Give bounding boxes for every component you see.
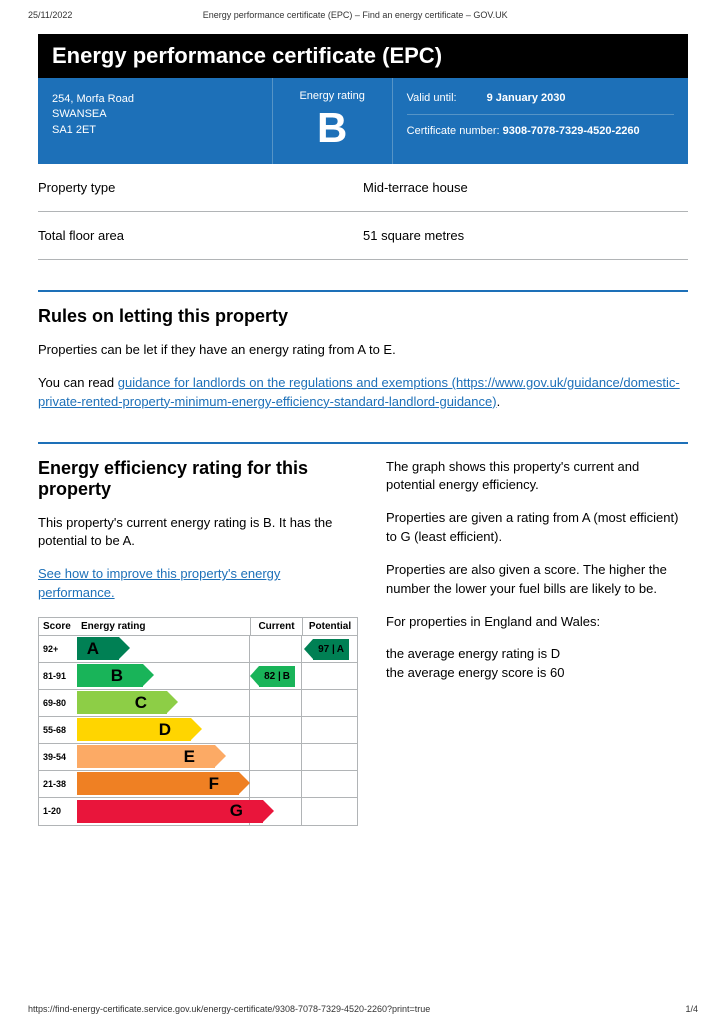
band-bar: E [77,745,215,768]
band-letter: G [230,801,243,821]
summary-box: 254, Morfa Road SWANSEA SA1 2ET Energy r… [38,78,688,164]
band-score-range: 69-80 [39,698,77,708]
chart-band: 81-91 B 82 | B [39,663,357,690]
chart-col-potential: Potential [302,618,357,635]
band-bar: C [77,691,167,714]
page-content: Energy performance certificate (EPC) 254… [0,20,726,826]
efficiency-left-p1: This property's current energy rating is… [38,514,358,552]
floor-area-label: Total floor area [38,228,363,243]
chart-band: 1-20 G [39,798,357,825]
print-header: 25/11/2022 Energy performance certificat… [0,0,726,20]
valid-until-label: Valid until: [407,92,457,104]
valid-until-value: 9 January 2030 [487,92,566,104]
band-score-range: 21-38 [39,779,77,789]
current-rating-tag: 82 | B [259,666,295,687]
chart-band: 92+ A 97 | A [39,636,357,663]
chart-header: Score Energy rating Current Potential [39,618,357,636]
band-letter: D [159,720,171,740]
band-letter: A [87,639,99,659]
energy-rating-chart: Score Energy rating Current Potential 92… [38,617,358,826]
efficiency-right: The graph shows this property's current … [386,458,688,826]
letting-heading: Rules on letting this property [38,306,688,327]
efficiency-right-p4: For properties in England and Wales: [386,613,688,632]
efficiency-right-p1: The graph shows this property's current … [386,458,688,496]
property-row: Total floor area 51 square metres [38,212,688,260]
divider [38,442,688,444]
band-letter: C [135,693,147,713]
chart-band: 39-54 E [39,744,357,771]
band-score-range: 55-68 [39,725,77,735]
summary-rating: Energy rating B [273,78,393,164]
band-score-range: 39-54 [39,752,77,762]
efficiency-section: Energy efficiency rating for this proper… [38,458,688,826]
print-date: 25/11/2022 [28,10,72,20]
efficiency-left: Energy efficiency rating for this proper… [38,458,358,826]
letting-p2: You can read guidance for landlords on t… [38,374,688,412]
efficiency-heading: Energy efficiency rating for this proper… [38,458,358,500]
chart-band: 55-68 D [39,717,357,744]
landlord-guidance-link[interactable]: guidance for landlords on the regulation… [38,375,680,409]
band-score-range: 1-20 [39,806,77,816]
band-bar: D [77,718,191,741]
improve-performance-link[interactable]: See how to improve this property's energ… [38,566,280,600]
band-bar: G [77,800,263,823]
cert-number-value: 9308-7078-7329-4520-2260 [503,125,640,137]
print-url: https://find-energy-certificate.service.… [28,1004,430,1014]
print-title: Energy performance certificate (EPC) – F… [72,10,638,20]
chart-body: 92+ A 97 | A 81-91 B 82 | B 69-80 C 55-68 D 39-54 E… [39,636,357,825]
chart-col-score: Score [39,618,77,635]
page-title: Energy performance certificate (EPC) [38,34,688,78]
summary-meta: Valid until: 9 January 2030 Certificate … [393,78,688,164]
chart-band: 21-38 F [39,771,357,798]
cert-number-label: Certificate number: [407,125,500,137]
potential-rating-tag: 97 | A [313,639,349,660]
property-row: Property type Mid-terrace house [38,164,688,212]
band-letter: E [184,747,195,767]
rating-label: Energy rating [287,90,378,102]
address-line-3: SA1 2ET [52,123,258,138]
efficiency-right-p2: Properties are given a rating from A (mo… [386,509,688,547]
summary-address: 254, Morfa Road SWANSEA SA1 2ET [38,78,273,164]
chart-col-current: Current [250,618,302,635]
efficiency-right-p5: the average energy rating is D the avera… [386,645,688,683]
efficiency-right-p3: Properties are also given a score. The h… [386,561,688,599]
band-score-range: 92+ [39,644,77,654]
property-type-label: Property type [38,180,363,195]
address-line-1: 254, Morfa Road [52,92,258,107]
band-letter: B [111,666,123,686]
chart-band: 69-80 C [39,690,357,717]
floor-area-value: 51 square metres [363,228,688,243]
letting-p1: Properties can be let if they have an en… [38,341,688,360]
property-type-value: Mid-terrace house [363,180,688,195]
rating-value: B [287,104,378,152]
chart-col-rating: Energy rating [77,618,250,635]
address-line-2: SWANSEA [52,107,258,122]
print-footer: https://find-energy-certificate.service.… [28,1004,698,1014]
divider [38,290,688,292]
band-letter: F [209,774,219,794]
band-bar: B [77,664,143,687]
band-bar: A [77,637,119,660]
print-page-number: 1/4 [685,1004,698,1014]
band-bar: F [77,772,239,795]
property-rows: Property type Mid-terrace house Total fl… [38,164,688,260]
band-score-range: 81-91 [39,671,77,681]
